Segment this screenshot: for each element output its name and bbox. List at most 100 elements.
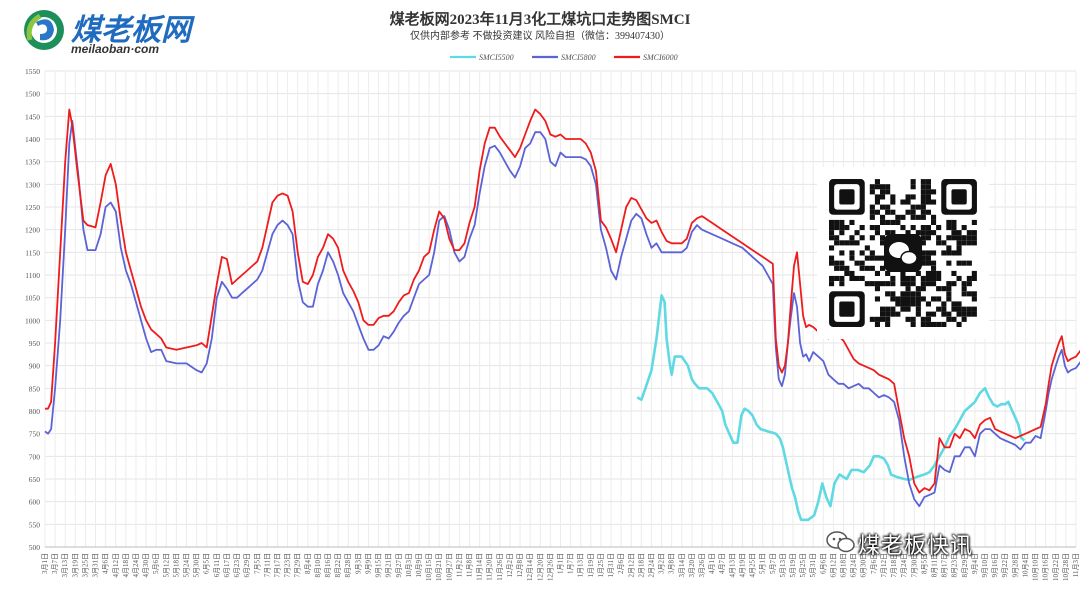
- qr-module: [869, 209, 875, 215]
- qr-module: [925, 255, 931, 261]
- logo-brand-text: 煤老板网: [71, 14, 195, 47]
- qr-module: [869, 250, 875, 256]
- qr-module: [925, 316, 931, 322]
- x-tick-label: 11月8日: [466, 553, 474, 577]
- qr-module: [925, 321, 931, 327]
- qr-module: [880, 311, 886, 317]
- qr-module: [900, 306, 906, 312]
- qr-module: [900, 291, 906, 297]
- qr-module: [839, 219, 845, 225]
- qr-module: [920, 235, 926, 241]
- y-tick-label: 1550: [25, 67, 40, 76]
- qr-module: [834, 275, 840, 281]
- qr-module: [910, 281, 916, 287]
- x-tick-label: 1月31日: [607, 553, 615, 578]
- qr-module: [869, 204, 875, 210]
- qr-module: [895, 214, 901, 220]
- qr-module: [890, 311, 896, 317]
- logo: 煤老板网 meilaoban·com: [24, 10, 195, 56]
- qr-module: [925, 281, 931, 287]
- qr-module: [900, 281, 906, 287]
- x-tick-label: 8月4日: [304, 553, 312, 574]
- qr-module: [951, 316, 957, 322]
- x-tick-label: 7月5日: [253, 553, 261, 574]
- qr-module: [849, 275, 855, 281]
- qr-module: [925, 301, 931, 307]
- qr-module: [925, 184, 931, 190]
- qr-module: [869, 214, 875, 220]
- qr-module: [951, 250, 957, 256]
- qr-module: [925, 189, 931, 195]
- qr-module: [915, 214, 921, 220]
- qr-module: [890, 291, 896, 297]
- qr-module: [966, 240, 972, 246]
- qr-module: [859, 275, 865, 281]
- qr-module: [829, 245, 835, 251]
- qr-module: [890, 194, 896, 200]
- qr-module: [956, 240, 962, 246]
- y-tick-label: 1400: [25, 135, 40, 144]
- qr-module: [869, 225, 875, 231]
- qr-module: [915, 270, 921, 276]
- qr-module: [895, 296, 901, 302]
- qr-module: [880, 240, 886, 246]
- y-axis: 500 550 600 650 700 750 800 850 900 950 1000 1050 11…: [25, 67, 40, 552]
- qr-module: [920, 194, 926, 200]
- qr-module: [885, 230, 891, 236]
- x-tick-label: 1月7日: [567, 553, 575, 574]
- x-tick-label: 1月13日: [577, 553, 585, 578]
- x-tick-label: 9月28日: [1011, 553, 1019, 578]
- qr-module: [864, 281, 870, 287]
- qr-module: [925, 260, 931, 266]
- qr-module: [900, 275, 906, 281]
- qr-module: [920, 225, 926, 231]
- qr-module: [956, 321, 962, 327]
- qr-module: [951, 225, 957, 231]
- qr-module: [925, 275, 931, 281]
- qr-module: [915, 286, 921, 292]
- qr-module: [849, 255, 855, 261]
- qr-module: [874, 321, 880, 327]
- qr-module: [829, 255, 835, 261]
- qr-code[interactable]: [817, 167, 989, 339]
- x-tick-label: 4月18日: [122, 553, 130, 578]
- qr-module: [869, 235, 875, 241]
- y-tick-label: 500: [29, 543, 41, 552]
- y-tick-label: 1500: [25, 90, 40, 99]
- qr-module: [920, 204, 926, 210]
- x-tick-label: 5月30日: [193, 553, 201, 578]
- qr-module: [971, 240, 977, 246]
- x-tick-label: 3月19日: [71, 553, 79, 578]
- qr-module: [936, 270, 942, 276]
- y-tick-label: 600: [29, 498, 41, 507]
- series-line-smci6000: [45, 108, 1080, 494]
- x-tick-label: 9月3日: [354, 553, 362, 574]
- qr-module: [834, 219, 840, 225]
- qr-module: [859, 265, 865, 271]
- qr-finder-core: [839, 301, 855, 317]
- x-tick-label: 6月12日: [829, 553, 837, 578]
- qr-module: [844, 240, 850, 246]
- qr-module: [956, 260, 962, 266]
- qr-module: [844, 225, 850, 231]
- qr-module: [885, 321, 891, 327]
- qr-module: [956, 245, 962, 251]
- qr-module: [895, 311, 901, 317]
- x-tick-label: 2月24日: [647, 553, 655, 578]
- qr-module: [920, 296, 926, 302]
- qr-module: [920, 321, 926, 327]
- qr-module: [931, 311, 937, 317]
- qr-module: [956, 235, 962, 241]
- qr-module: [961, 316, 967, 322]
- qr-module: [905, 286, 911, 292]
- x-tick-label: 5月18日: [172, 553, 180, 578]
- x-tick-label: 9月27日: [395, 553, 403, 578]
- qr-module: [925, 225, 931, 231]
- series-line-smci5500: [636, 294, 1026, 522]
- x-tick-label: 3月31日: [92, 553, 100, 578]
- qr-module: [859, 225, 865, 231]
- x-tick-label: 1月19日: [587, 553, 595, 578]
- qr-module: [885, 219, 891, 225]
- qr-module: [910, 194, 916, 200]
- qr-module: [925, 199, 931, 205]
